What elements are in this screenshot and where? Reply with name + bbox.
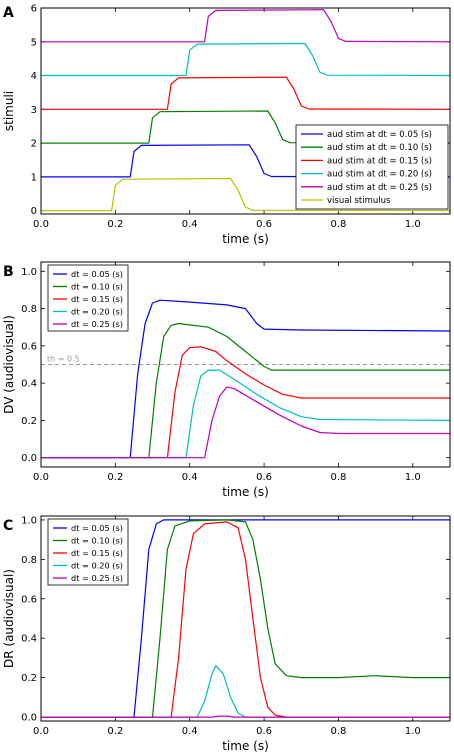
series-line-6 — [41, 177, 450, 212]
x-tick-label: 0.0 — [33, 726, 49, 737]
legend-box — [47, 264, 129, 332]
panel-label-c: C — [3, 518, 13, 534]
series-line-4 — [41, 369, 450, 459]
x-tick-label: 0.6 — [256, 726, 272, 737]
x-tick-label: 1.0 — [405, 472, 421, 483]
x-tick-label: 0.2 — [107, 726, 123, 737]
panel-label-b: B — [3, 264, 14, 280]
legend-entry: dt = 0.25 (s) — [71, 319, 123, 329]
legend-box — [295, 124, 449, 210]
legend: dt = 0.05 (s) dt = 0.10 (s) dt = 0.15 (s) d… — [47, 264, 129, 332]
series-line-2 — [41, 322, 450, 459]
x-tick-label: 0.0 — [33, 219, 49, 230]
x-tick-label: 0.2 — [107, 219, 123, 230]
x-axis-label: time (s) — [222, 739, 269, 753]
x-tick-label: 0.4 — [182, 726, 198, 737]
legend-entry: dt = 0.05 (s) — [71, 269, 123, 279]
series-line-2 — [41, 110, 450, 144]
legend-entry: aud stim at dt = 0.15 (s) — [327, 156, 432, 166]
series-line-4 — [41, 42, 450, 77]
legend-entry: dt = 0.15 (s) — [71, 294, 123, 304]
y-tick-label: 3 — [31, 105, 37, 116]
series-group — [41, 9, 450, 212]
legend-entry: dt = 0.10 (s) — [71, 282, 123, 292]
legend-entry: aud stim at dt = 0.25 (s) — [327, 183, 432, 193]
legend-entry: dt = 0.10 (s) — [71, 536, 123, 546]
y-axis-label: DR (audiovisual) — [2, 569, 16, 668]
legend-entry: aud stim at dt = 0.05 (s) — [327, 130, 432, 140]
threshold-label: th = 0.5 — [47, 355, 80, 364]
y-tick-label: 6 — [31, 4, 37, 15]
legend: dt = 0.05 (s) dt = 0.10 (s) dt = 0.15 (s) d… — [47, 518, 129, 586]
series-line-5 — [41, 9, 450, 43]
plot-frame — [40, 261, 451, 468]
y-tick-label: 0 — [31, 206, 37, 217]
y-tick-label: 0.2 — [21, 673, 37, 684]
x-tick-label: 0.8 — [331, 472, 347, 483]
y-tick-label: 0.0 — [21, 453, 37, 464]
series-line-3 — [41, 346, 450, 459]
y-tick-label: 0.6 — [21, 341, 37, 352]
series-line-2 — [41, 519, 450, 718]
y-tick-label: 1.0 — [21, 515, 37, 526]
series-group — [41, 299, 450, 459]
x-tick-label: 1.0 — [405, 219, 421, 230]
legend-entry: dt = 0.20 (s) — [71, 561, 123, 571]
x-tick-label: 1.0 — [405, 726, 421, 737]
y-tick-label: 1.0 — [21, 267, 37, 278]
x-tick-label: 0.8 — [331, 726, 347, 737]
legend-entry: aud stim at dt = 0.20 (s) — [327, 170, 432, 180]
series-line-3 — [41, 521, 450, 718]
x-tick-label: 0.8 — [331, 219, 347, 230]
y-tick-label: 0.4 — [21, 634, 37, 645]
y-tick-label: 2 — [31, 139, 37, 150]
series-line-1 — [41, 144, 450, 178]
x-tick-label: 0.4 — [182, 472, 198, 483]
plot-frame — [40, 515, 451, 722]
series-line-5 — [41, 386, 450, 459]
plot-frame — [40, 7, 451, 215]
legend: aud stim at dt = 0.05 (s) aud stim at dt … — [295, 124, 449, 210]
y-tick-label: 4 — [31, 71, 37, 82]
x-axis-label: time (s) — [222, 485, 269, 499]
series-line-3 — [41, 76, 450, 110]
series-line-5 — [41, 715, 450, 718]
y-tick-label: 5 — [31, 37, 37, 48]
x-tick-label: 0.4 — [182, 219, 198, 230]
series-line-1 — [41, 299, 450, 459]
legend-entry: visual stimulus — [327, 196, 391, 206]
x-tick-label: 0.6 — [256, 219, 272, 230]
chart-panel-c: 0.0 0.2 0.4 0.6 0.8 1.0 0.0 0.2 0.4 0.6 0.8 1.0 time… — [2, 515, 451, 753]
y-tick-label: 0.2 — [21, 416, 37, 427]
x-tick-label: 0.6 — [256, 472, 272, 483]
legend-box — [47, 518, 129, 586]
series-line-4 — [41, 665, 450, 718]
x-tick-label: 0.0 — [33, 472, 49, 483]
chart-panel-b: 0.0 0.2 0.4 0.6 0.8 1.0 0.0 0.2 0.4 0.6 0.8 1.0 th =… — [2, 261, 451, 499]
y-tick-label: 0.6 — [21, 594, 37, 605]
series-group — [41, 519, 450, 718]
y-tick-label: 0.0 — [21, 713, 37, 724]
legend-entry: dt = 0.20 (s) — [71, 307, 123, 317]
y-axis-label: stimuli — [2, 91, 16, 131]
x-axis-label: time (s) — [222, 232, 269, 246]
panel-label-a: A — [3, 5, 14, 21]
chart-panel-a: 0.0 0.2 0.4 0.6 0.8 1.0 0 1 2 3 4 5 6 time (s) stimuli… — [2, 4, 451, 246]
y-tick-label: 0.4 — [21, 379, 37, 390]
y-tick-label: 1 — [31, 172, 37, 183]
y-tick-label: 0.8 — [21, 555, 37, 566]
legend-entry: dt = 0.05 (s) — [71, 523, 123, 533]
legend-entry: aud stim at dt = 0.10 (s) — [327, 143, 432, 153]
legend-entry: dt = 0.25 (s) — [71, 573, 123, 583]
y-axis-label: DV (audiovisual) — [2, 315, 16, 414]
x-tick-label: 0.2 — [107, 472, 123, 483]
y-tick-label: 0.8 — [21, 304, 37, 315]
legend-entry: dt = 0.15 (s) — [71, 548, 123, 558]
